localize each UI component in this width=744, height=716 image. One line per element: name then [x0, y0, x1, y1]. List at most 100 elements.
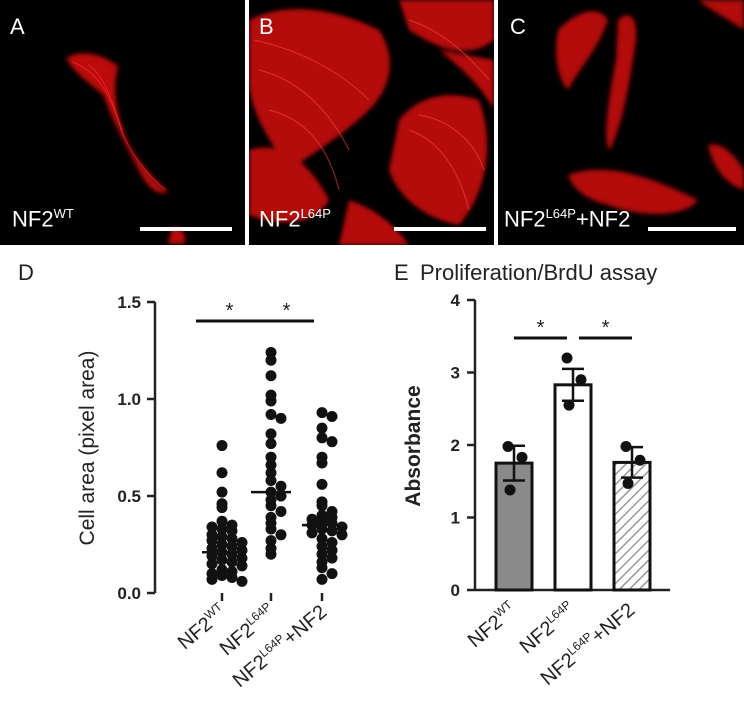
micrograph-a-image: [66, 53, 186, 244]
chart-d-point: [336, 529, 348, 541]
chart-d-point: [216, 440, 228, 452]
chart-d-point: [316, 407, 328, 419]
chart-d-point: [265, 451, 277, 463]
chart-d-point: [226, 525, 238, 537]
chart-d-point: [265, 467, 277, 479]
chart-d-point: [216, 570, 228, 582]
chart-e-point: [563, 399, 575, 411]
chart-d-point: [316, 422, 328, 434]
chart-d-point: [226, 533, 238, 545]
chart-d-point: [265, 395, 277, 407]
chart-e-point: [502, 440, 514, 452]
chart-d-point: [316, 500, 328, 512]
chart-d-point: [316, 540, 328, 552]
chart-d-point: [326, 525, 338, 537]
chart-d-point: [316, 478, 328, 490]
chart-d-point: [316, 432, 328, 444]
chart-d: Cell area (pixel area) 0.00.51.01.5 * * N…: [76, 293, 348, 692]
chart-d-point: [326, 436, 338, 448]
panel-a-genotype-label: NF2WT: [12, 206, 74, 232]
chart-d-ytick-label: 1.0: [117, 390, 141, 409]
chart-d-point: [216, 554, 228, 566]
chart-d-point: [316, 548, 328, 560]
chart-d-point: [216, 467, 228, 479]
chart-d-point: [316, 457, 328, 469]
chart-e-bar: [494, 461, 534, 592]
chart-e-significance-star: *: [537, 317, 545, 339]
chart-d-point: [206, 558, 218, 570]
chart-e-ytick-label: 4: [451, 291, 461, 310]
chart-e-point: [620, 440, 632, 452]
chart-d-point: [216, 502, 228, 514]
chart-e-point: [516, 451, 528, 463]
chart-d-significance-star: *: [226, 300, 234, 322]
panel-e-title: Proliferation/BrdU assay: [420, 260, 658, 285]
chart-d-ylabel: Cell area (pixel area): [76, 351, 99, 546]
panel-c-genotype-label: NF2L64P+NF2: [504, 206, 631, 232]
chart-d-point: [316, 562, 328, 574]
chart-d-significance-star: *: [283, 300, 291, 322]
chart-d-point: [275, 480, 287, 492]
chart-d-point: [326, 544, 338, 556]
chart-d-point: [226, 540, 238, 552]
chart-d-point: [265, 428, 277, 440]
chart-d-point: [216, 539, 228, 550]
chart-d-point: [306, 527, 318, 539]
chart-d-point: [265, 535, 277, 547]
chart-d-ytick-label: 1.5: [117, 293, 141, 312]
scale-bar-c: [648, 227, 736, 231]
chart-d-point: [265, 409, 277, 421]
chart-d-point: [236, 552, 248, 564]
panel-letter-a: A: [10, 14, 25, 39]
chart-d-point: [236, 575, 248, 587]
chart-d-point: [265, 354, 277, 366]
micrograph-panel-b: B NF2L64P: [249, 0, 494, 245]
chart-d-point: [265, 346, 277, 358]
chart-e-ytick-label: 3: [451, 364, 460, 383]
micrograph-panel-a: A NF2WT: [0, 0, 245, 245]
chart-d-point: [265, 500, 277, 512]
scale-bar-a: [140, 227, 232, 231]
chart-d-point: [206, 573, 218, 585]
chart-d-ytick-label: 0.0: [117, 584, 141, 603]
chart-d-point: [265, 523, 277, 535]
scale-bar-b: [394, 227, 486, 231]
chart-d-point: [316, 533, 328, 545]
micrograph-panel-c: C NF2L64P+NF2: [498, 0, 744, 245]
chart-e-point: [622, 477, 634, 489]
chart-d-point: [226, 571, 238, 583]
chart-d-point: [236, 537, 248, 549]
chart-d-point: [275, 529, 287, 541]
chart-d-point: [206, 535, 218, 547]
chart-e-significance-star: *: [602, 317, 610, 339]
micrograph-c-image: [556, 0, 744, 215]
chart-d-point: [216, 486, 228, 498]
chart-e-bar: [553, 383, 593, 592]
chart-d-point: [265, 370, 277, 382]
chart-d-point: [326, 537, 338, 549]
chart-e-xtick-label: NF2WT: [463, 597, 522, 652]
panel-letter-d: D: [18, 260, 34, 285]
chart-d-point: [326, 552, 338, 564]
chart-d-point: [326, 568, 338, 580]
chart-e-point: [634, 454, 646, 466]
chart-e-point: [575, 374, 587, 386]
chart-d-point: [216, 515, 228, 527]
chart-d-point: [275, 506, 287, 518]
panel-letter-b: B: [259, 14, 274, 39]
chart-d-point: [206, 521, 218, 533]
chart-d-point: [316, 573, 328, 585]
chart-d-point: [216, 523, 228, 535]
chart-e-ytick-label: 0: [451, 581, 460, 600]
chart-e-point: [504, 484, 516, 496]
chart-d-point: [265, 474, 277, 486]
chart-d-point: [216, 531, 228, 543]
chart-d-point: [226, 556, 238, 568]
chart-d-point: [236, 560, 248, 572]
panel-b-genotype-label: NF2L64P: [259, 206, 331, 232]
micrograph-b-image: [249, 0, 494, 245]
panel-letter-c: C: [510, 14, 526, 39]
chart-e-point: [561, 352, 573, 364]
